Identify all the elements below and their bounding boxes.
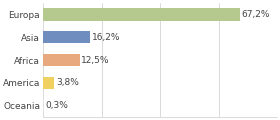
Bar [43, 31, 90, 43]
Text: 16,2%: 16,2% [92, 33, 121, 42]
Text: 0,3%: 0,3% [46, 101, 68, 110]
Text: 67,2%: 67,2% [241, 10, 270, 19]
Text: 12,5%: 12,5% [81, 55, 110, 65]
Bar [43, 99, 44, 112]
Bar [43, 77, 54, 89]
Bar [43, 8, 240, 21]
Text: 3,8%: 3,8% [56, 78, 79, 87]
Bar [43, 54, 80, 66]
